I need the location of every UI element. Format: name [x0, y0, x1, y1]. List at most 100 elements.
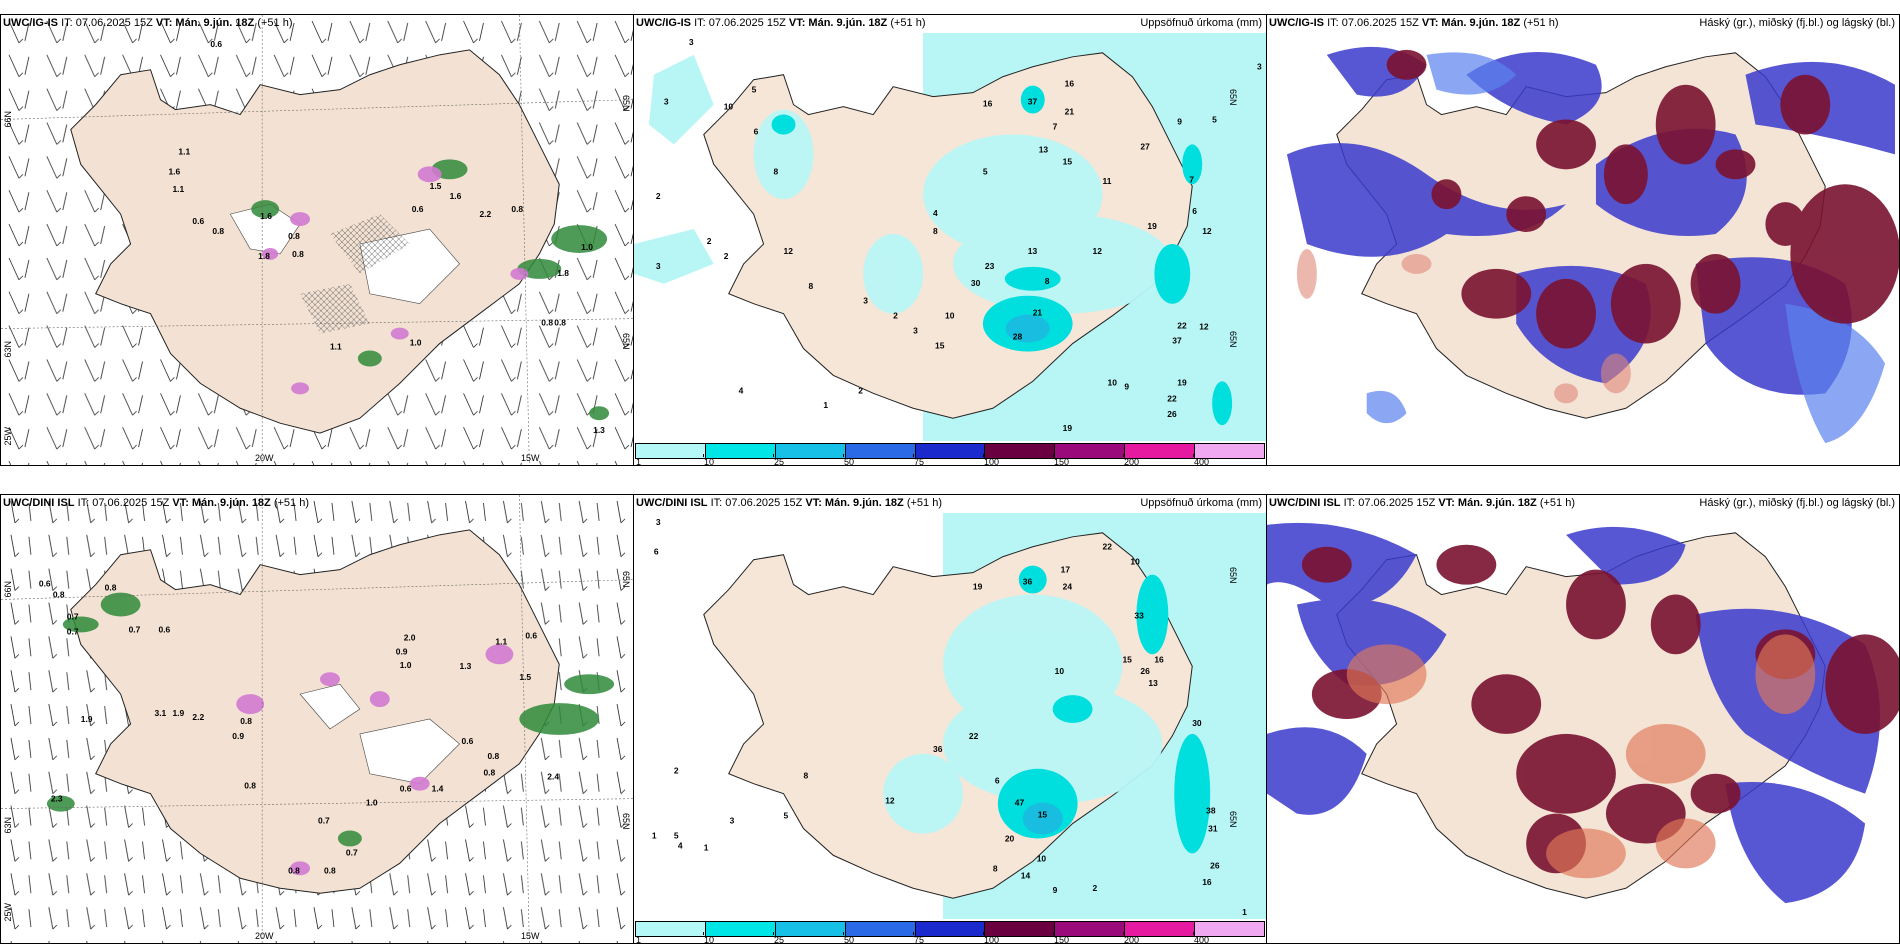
value-label: 37: [1028, 97, 1038, 107]
model-name: UWC/IG-IS: [636, 17, 691, 29]
colorbar-tick: 200: [1122, 454, 1140, 466]
colorbar-tick: 400: [1192, 932, 1210, 944]
value-label: 1.9: [81, 714, 93, 724]
colorbar-cell: [985, 444, 1056, 458]
init-time: IT: 07.06.2025 15Z: [1343, 497, 1436, 509]
valid-time-prefix: VT:: [805, 497, 822, 509]
value-label: 2.4: [547, 772, 559, 782]
value-label: 38: [1206, 806, 1216, 816]
value-label: 0.6: [400, 784, 412, 794]
value-label: 2.2: [479, 209, 491, 219]
value-label: 22: [1103, 542, 1113, 552]
colorbar-cell: [845, 444, 916, 458]
colorbar-tick: 50: [842, 454, 855, 466]
value-label: 4: [678, 840, 683, 850]
value-label: 0.8: [554, 318, 566, 328]
value-label: 22: [969, 731, 979, 741]
valid-time: Mán. 9.jún. 18Z: [808, 17, 888, 29]
value-label: 4: [739, 385, 744, 395]
value-label: 1.1: [178, 146, 190, 156]
value-label: 9: [1053, 885, 1058, 895]
value-label: 7: [1189, 174, 1194, 184]
value-label: 16: [1202, 877, 1212, 887]
colorbar-cell: [775, 444, 846, 458]
colorbar-cell: [1125, 922, 1196, 936]
value-label: 1.9: [172, 708, 184, 718]
value-label: 1.5: [519, 672, 531, 682]
value-label: 1.6: [260, 211, 272, 221]
value-label: 8: [993, 863, 998, 873]
lon-label: 20W: [255, 931, 274, 941]
init-time: IT: 07.06.2025 15Z: [694, 17, 786, 29]
panel-header: UWC/IG-IS IT: 07.06.2025 15Z VT: Mán. 9.…: [1269, 17, 1895, 29]
value-label: 22: [1167, 393, 1177, 403]
lat-label: 65N: [1228, 89, 1238, 106]
lon-label: 25W: [3, 903, 13, 922]
value-label: 3: [656, 517, 661, 527]
lat-label: 65N: [621, 813, 631, 830]
model-name: UWC/IG-IS: [1269, 17, 1324, 29]
value-label: 36: [933, 744, 943, 754]
value-label: 0.6: [159, 624, 171, 634]
value-label: 1.6: [450, 191, 462, 201]
lead-time: (+51 h): [890, 17, 926, 29]
value-label: 21: [1065, 107, 1075, 117]
value-label: 10: [1037, 853, 1047, 863]
value-label: 0.8: [105, 583, 117, 593]
lat-label: 65N: [621, 333, 631, 350]
value-label: 9: [1124, 381, 1129, 391]
valid-time-prefix: VT:: [1438, 497, 1455, 509]
colorbar-cell: [775, 922, 846, 936]
value-label: 17: [1061, 565, 1071, 575]
colorbar-tick: 25: [772, 932, 785, 944]
lead-time: (+51 h): [1539, 497, 1576, 509]
value-label: 0.8: [487, 751, 499, 761]
value-label: 3: [689, 37, 694, 47]
colorbar-tick: 1: [634, 454, 642, 466]
precip-map: 3 3 10 5 2 8 6 2 2 3 12 8 16 37 16 21 7 …: [634, 32, 1266, 442]
valid-time: Mán. 9.jún. 18Z: [1441, 17, 1521, 29]
value-label: 1.3: [593, 425, 605, 435]
value-label: 8: [774, 166, 779, 176]
value-label: 19: [1177, 377, 1187, 387]
colorbar-cell: [705, 922, 776, 936]
value-label: 15: [1038, 810, 1048, 820]
value-label: 0.7: [318, 816, 330, 826]
value-label: 1.0: [581, 242, 593, 252]
colorbar-cell: [915, 922, 986, 936]
value-label: 10: [724, 102, 734, 112]
value-label: 0.6: [525, 630, 537, 640]
value-label: 8: [803, 771, 808, 781]
value-label: 0.8: [483, 768, 495, 778]
colorbar-tick: 10: [702, 454, 715, 466]
value-label: 3: [656, 261, 661, 271]
init-time: IT: 07.06.2025 15Z: [710, 497, 803, 509]
value-label: 15: [935, 341, 945, 351]
colorbar-tick: 150: [1052, 454, 1070, 466]
value-label: 0.7: [67, 611, 79, 621]
colorbar-cell: [985, 922, 1056, 936]
value-label: 1.0: [400, 660, 412, 670]
value-label: 0.8: [292, 249, 304, 259]
value-label: 21: [1033, 308, 1043, 318]
value-label: 19: [1063, 423, 1073, 433]
value-label: 30: [971, 278, 981, 288]
value-label: 23: [985, 261, 995, 271]
valid-time: Mán. 9.jún. 18Z: [175, 17, 255, 29]
value-label: 0.8: [240, 716, 252, 726]
value-label: 0.7: [346, 847, 358, 857]
map-title: Háský (gr.), miðský (fj.bl.) og lágský (…: [1699, 497, 1895, 509]
colorbar-tick: 200: [1122, 932, 1140, 944]
colorbar-tick: 1: [634, 932, 642, 944]
valid-time: Mán. 9.jún. 18Z: [191, 497, 271, 509]
value-label: 1.1: [172, 184, 184, 194]
lat-label: 66N: [3, 581, 13, 598]
value-label: 3.1: [155, 708, 167, 718]
value-label: 2: [656, 191, 661, 201]
lat-label: 65N: [621, 95, 631, 112]
value-label: 22: [1177, 321, 1187, 331]
value-label: 2: [674, 766, 679, 776]
value-label: 1: [1242, 907, 1247, 917]
value-label: 6: [754, 126, 759, 136]
wind-precip-map: 0.6 0.8 0.7 0.7 0.8 0.7 0.6 3.1 1.9 2.2 …: [1, 495, 633, 943]
